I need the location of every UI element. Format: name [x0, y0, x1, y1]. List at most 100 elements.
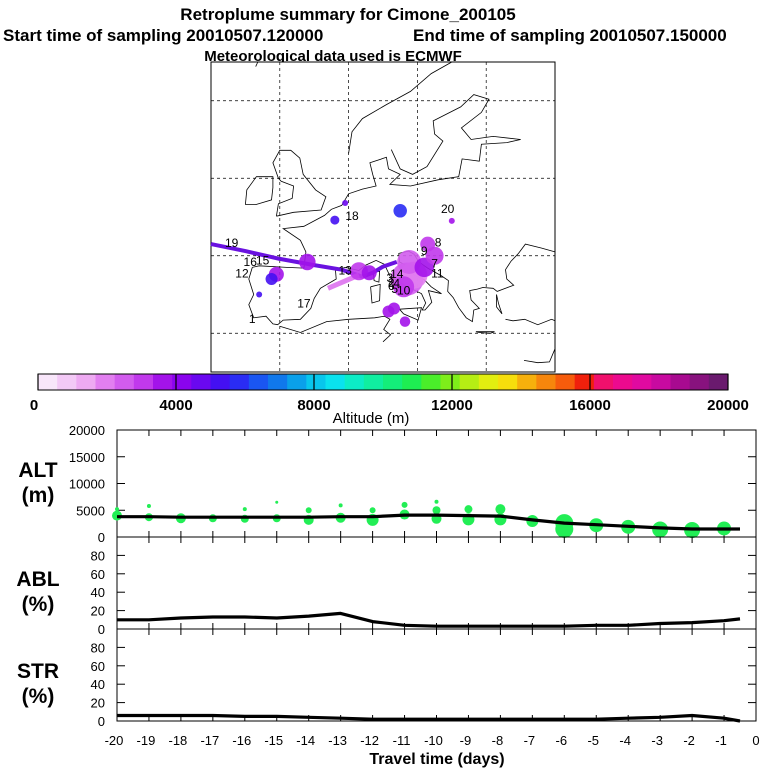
colorbar-swatch: [57, 374, 77, 390]
x-tick-label: -15: [264, 733, 283, 748]
plume-blob: [393, 276, 415, 298]
y-tick-label: 20: [91, 604, 105, 619]
panel-ylabel-line1: ABL: [16, 568, 59, 591]
x-tick-label: -2: [683, 733, 695, 748]
coastline-segment: [505, 318, 556, 326]
day-label-9: 9: [421, 244, 428, 258]
day-label-16: 16: [244, 255, 258, 269]
coastline-segment: [279, 315, 392, 343]
colorbar-swatch: [76, 374, 96, 390]
colorbar-swatch: [574, 374, 595, 390]
alt-dot: [464, 505, 473, 514]
series-line: [117, 513, 740, 531]
start-time-label: Start time of sampling 20010507.120000: [3, 26, 323, 45]
colorbar-swatch: [344, 374, 365, 390]
plume-blob: [330, 215, 340, 225]
panel-ylabel-line1: ALT: [18, 459, 57, 482]
day-label-15: 15: [256, 253, 270, 267]
colorbar-tick-label: 16000: [569, 397, 611, 414]
plume-blob: [388, 302, 401, 315]
x-tick-label: -16: [232, 733, 251, 748]
day-label-17: 17: [297, 297, 311, 311]
colorbar-label: Altitude (m): [333, 410, 410, 427]
colorbar-swatch: [402, 374, 422, 390]
x-tick-label: -4: [619, 733, 631, 748]
day-label-14: 14: [390, 267, 404, 281]
colorbar-tick-label: 20000: [707, 397, 749, 414]
panel-frame: [116, 536, 757, 630]
colorbar-swatch: [133, 374, 154, 390]
colorbar-swatch: [517, 374, 537, 390]
x-tick-label: -6: [556, 733, 568, 748]
alt-dot: [652, 521, 669, 538]
x-tick-label: -3: [651, 733, 663, 748]
x-tick-label: -17: [200, 733, 219, 748]
colorbar-tick-label: 0: [30, 397, 38, 414]
colorbar-swatch: [440, 374, 461, 390]
x-tick-label: -13: [328, 733, 347, 748]
plume-blob: [425, 246, 444, 265]
plume-blob: [361, 265, 377, 281]
plume-blob: [399, 316, 411, 327]
y-tick-label: 5000: [76, 503, 105, 518]
plume-blob: [448, 217, 455, 224]
colorbar-swatch: [153, 374, 173, 390]
x-tick-label: -1: [715, 733, 727, 748]
colorbar-swatch: [708, 374, 729, 390]
colorbar-swatch: [325, 374, 346, 390]
series-line: [117, 611, 741, 628]
x-tick-label: -10: [424, 733, 443, 748]
day-label-11: 11: [431, 266, 444, 280]
colorbar-swatch: [383, 374, 403, 390]
alt-dot: [434, 499, 439, 504]
colorbar-swatch: [248, 374, 269, 390]
panel-str: 0 20 40 60 80 STR(%): [17, 628, 757, 729]
trajectory-line: [210, 242, 398, 279]
colorbar-swatch: [536, 374, 556, 390]
y-tick-label: 0: [98, 622, 105, 637]
colorbar-swatch: [689, 374, 710, 390]
day-label-13: 13: [338, 263, 352, 277]
series-line: [117, 713, 741, 723]
x-tick-label: -20: [105, 733, 124, 748]
colorbar-swatch: [191, 374, 211, 390]
colorbar-swatch: [38, 374, 58, 390]
map-graticule: [211, 62, 555, 372]
colorbar-swatch: [229, 374, 250, 390]
colorbar-swatch: [114, 374, 135, 390]
y-tick-label: 40: [91, 677, 105, 692]
x-tick-label: -14: [296, 733, 315, 748]
y-tick-label: 80: [91, 548, 105, 563]
coastline-segment: [245, 176, 274, 205]
day-label-12: 12: [235, 266, 249, 280]
end-time-label: End time of sampling 20010507.150000: [413, 26, 727, 45]
day-label-2: 2: [388, 276, 395, 290]
panel-ylabel-line2: (%): [22, 593, 55, 616]
y-tick-label: 15000: [69, 450, 105, 465]
coastline-segment: [399, 307, 423, 321]
x-tick-label: -18: [169, 733, 188, 748]
x-tick-label: -5: [587, 733, 599, 748]
coastline-segment: [523, 348, 556, 364]
met-data-label: Meteorological data used is ECMWF: [204, 48, 462, 65]
colorbar-swatch: [210, 374, 231, 390]
coastline-segment: [475, 331, 495, 334]
alt-dot: [146, 503, 151, 508]
alt-dot: [115, 507, 119, 512]
colorbar-swatch: [268, 374, 288, 390]
day-label-5: 5: [391, 282, 398, 296]
alt-dot: [242, 507, 247, 512]
day-label-1: 1: [249, 312, 256, 326]
y-tick-label: 0: [98, 530, 105, 545]
y-tick-label: 60: [91, 659, 105, 674]
alt-dot: [305, 507, 312, 514]
plume-blob: [265, 273, 278, 285]
x-axis-label: Travel time (days): [369, 751, 504, 768]
day-label-4: 4: [393, 277, 400, 291]
alt-dot: [275, 500, 279, 504]
colorbar-swatch: [172, 374, 192, 390]
panel-abl: 0 20 40 60 80 ABL(%): [16, 536, 757, 637]
plume-blob: [393, 204, 407, 218]
coastline-segment: [252, 139, 521, 269]
